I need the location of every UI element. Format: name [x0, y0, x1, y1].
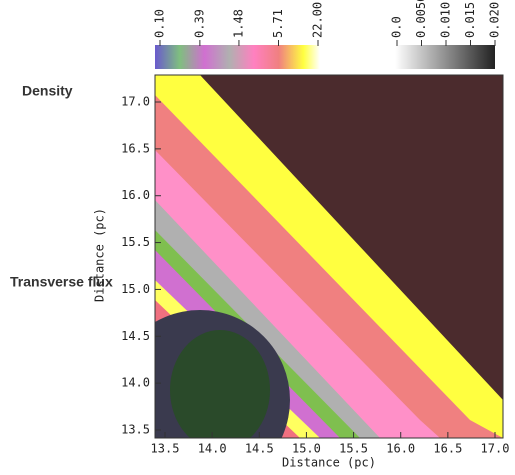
colorbar-tick-label: 0.0050 — [414, 0, 428, 38]
x-tick-label: 16.5 — [433, 442, 462, 456]
colorbar-tick-label: 1.48 — [231, 9, 245, 38]
x-axis-label: Distance (pc) — [282, 456, 376, 470]
colorbar-tick-label: 5.71 — [271, 9, 285, 38]
x-tick-label: 14.0 — [198, 442, 227, 456]
y-tick-label: 14.0 — [121, 376, 150, 390]
y-axis-label: Distance (pc) — [93, 208, 107, 302]
y-tick-label: 14.5 — [121, 329, 150, 343]
x-tick-label: 17.0 — [481, 442, 510, 456]
plot-frame — [154, 74, 504, 439]
x-tick-label: 13.5 — [151, 442, 180, 456]
y-tick-label: 16.5 — [121, 141, 150, 155]
y-tick-label: 15.0 — [121, 282, 150, 296]
x-tick-label: 16.0 — [386, 442, 415, 456]
y-tick-label: 17.0 — [121, 95, 150, 109]
x-tick-label: 15.0 — [292, 442, 321, 456]
colorbar-flux — [395, 45, 495, 69]
colorbar-tick-label: 0.015 — [463, 2, 477, 38]
x-tick-label: 15.5 — [339, 442, 368, 456]
colorbar-tick-label: 0.10 — [153, 9, 167, 38]
colorbar-tick-label: 0.39 — [192, 9, 206, 38]
y-tick-label: 13.5 — [121, 423, 150, 437]
y-tick-label: 15.5 — [121, 235, 150, 249]
y-tick-label: 16.0 — [121, 188, 150, 202]
side-label: Transverse flux — [10, 274, 113, 290]
x-tick-label: 14.5 — [245, 442, 274, 456]
image — [155, 75, 503, 438]
colorbar-tick-label: 22.00 — [311, 2, 325, 38]
colorbar-tick-label: 0.0 — [390, 16, 404, 38]
side-label: Density — [22, 83, 73, 99]
colorbar-tick-label: 0.020 — [488, 2, 502, 38]
colorbar-density — [155, 45, 320, 69]
colorbar-tick-label: 0.010 — [439, 2, 453, 38]
